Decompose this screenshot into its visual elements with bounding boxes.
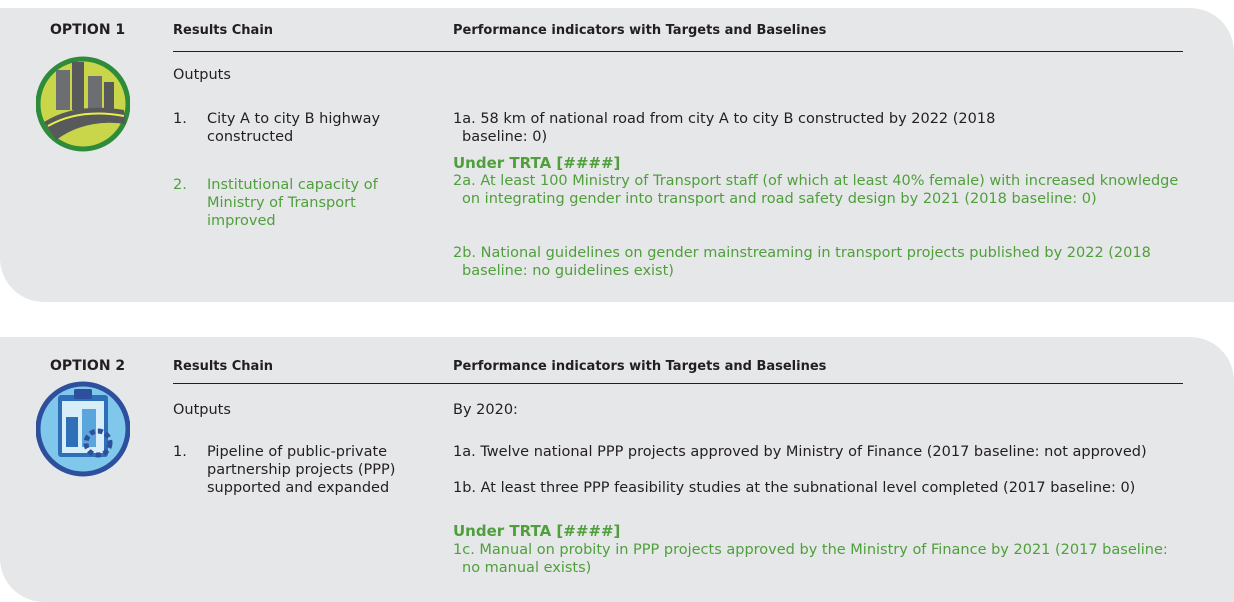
by-date: By 2020: bbox=[453, 402, 518, 418]
rule bbox=[173, 51, 1183, 52]
rule bbox=[173, 383, 1183, 384]
indicator: 2a. At least 100 Ministry of Transport s… bbox=[453, 173, 1179, 207]
indicator: 1c. Manual on probity in PPP projects ap… bbox=[453, 542, 1168, 576]
trta-heading: Under TRTA [####] bbox=[453, 154, 621, 172]
output-number: 1. bbox=[173, 111, 187, 127]
output-number: 2. bbox=[173, 177, 187, 193]
option-label: OPTION 1 bbox=[50, 22, 126, 38]
icon-clipboard bbox=[36, 381, 130, 477]
indicator: 1b. At least three PPP feasibility studi… bbox=[453, 480, 1136, 496]
column-header: Results Chain bbox=[173, 359, 274, 374]
option-label: OPTION 2 bbox=[50, 358, 126, 374]
output-text: Pipeline of public-private partnership p… bbox=[207, 444, 396, 496]
output-number: 1. bbox=[173, 444, 187, 460]
output-text: City A to city B highway constructed bbox=[207, 111, 381, 145]
icon-city bbox=[36, 56, 130, 152]
option-panel: OPTION 2 Results Chain Performance indic… bbox=[0, 337, 1234, 602]
column-header: Results Chain bbox=[173, 23, 274, 38]
section: Outputs bbox=[173, 402, 231, 418]
indicator: 1a. 58 km of national road from city A t… bbox=[453, 111, 996, 145]
output-text: Institutional capacity of Ministry of Tr… bbox=[207, 177, 378, 229]
indicator: 2b. National guidelines on gender mainst… bbox=[453, 245, 1151, 279]
section: Outputs bbox=[173, 67, 231, 83]
trta-heading: Under TRTA [####] bbox=[453, 522, 621, 540]
indicator: 1a. Twelve national PPP projects approve… bbox=[453, 444, 1147, 460]
option-panel: OPTION 1 Results Chain Performance indic… bbox=[0, 8, 1234, 302]
column-header: Performance indicators with Targets and … bbox=[453, 359, 827, 374]
column-header: Performance indicators with Targets and … bbox=[453, 23, 827, 38]
